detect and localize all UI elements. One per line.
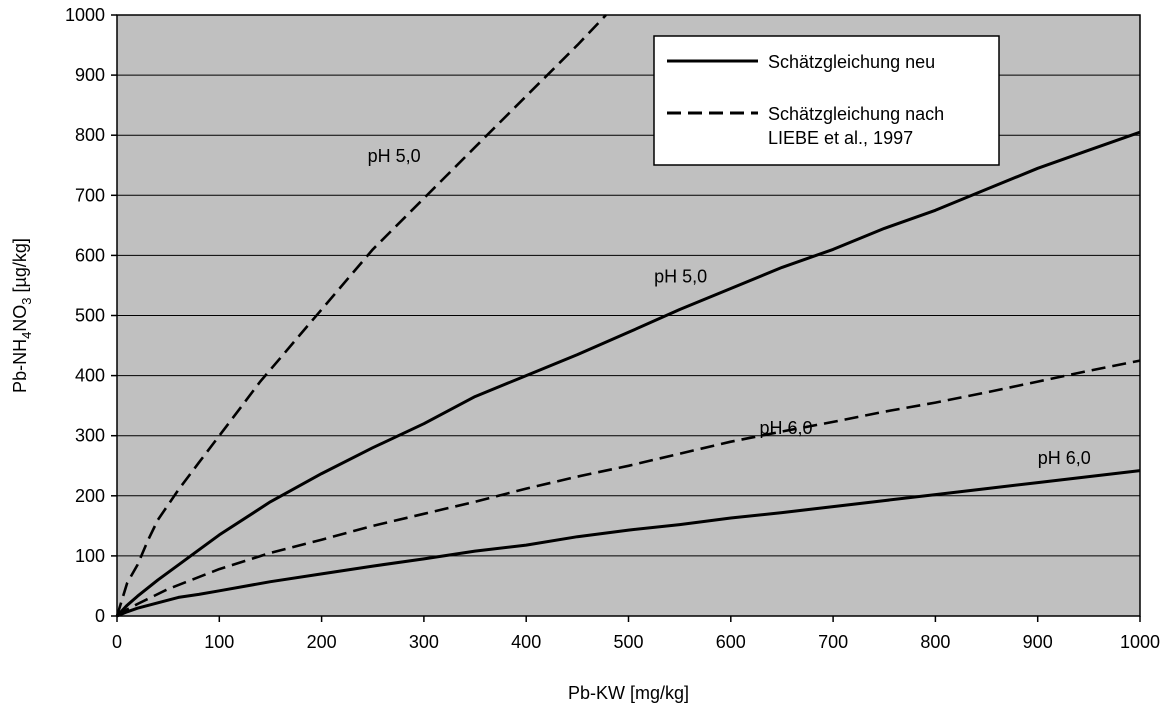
x-tick-label: 600	[716, 632, 746, 652]
legend-box	[653, 35, 1000, 166]
y-tick-label: 700	[75, 185, 105, 205]
x-tick-label: 100	[204, 632, 234, 652]
x-tick-label: 700	[818, 632, 848, 652]
legend-label: Schätzgleichung neu	[768, 52, 935, 72]
series-line-2-solid	[116, 469, 1141, 618]
x-axis-ticks: 0 100 200 300 400 500 600 700 800 900 1000	[112, 616, 1160, 652]
y-axis-title: Pb-NH4NO3 [µg/kg]	[10, 238, 34, 393]
y-tick-label: 500	[75, 306, 105, 326]
series-line-4-dashed	[116, 359, 1141, 618]
x-tick-label: 0	[112, 632, 122, 652]
y-tick-label: 900	[75, 65, 105, 85]
y-tick-label: 100	[75, 546, 105, 566]
y-axis-title-sub2: 3	[19, 297, 34, 304]
x-tick-label: 300	[409, 632, 439, 652]
x-axis-title: Pb-KW [mg/kg]	[568, 683, 689, 703]
y-tick-label: 1000	[65, 5, 105, 25]
y-axis-title-mid: NO	[10, 305, 30, 332]
x-tick-label: 1000	[1120, 632, 1160, 652]
series-layer	[115, 14, 1141, 618]
x-tick-label: 500	[613, 632, 643, 652]
y-axis-title-sub1: 4	[19, 332, 34, 339]
y-tick-label: 800	[75, 125, 105, 145]
annotation-label: pH 6,0	[759, 418, 812, 438]
x-tick-label: 900	[1023, 632, 1053, 652]
legend-label: Schätzgleichung nach	[768, 104, 944, 124]
legend: Schätzgleichung neu Schätzgleichung nach L…	[653, 35, 1000, 166]
legend-label: LIEBE et al., 1997	[768, 128, 913, 148]
x-tick-label: 400	[511, 632, 541, 652]
x-tick-label: 800	[920, 632, 950, 652]
annotations: pH 5,0 pH 5,0 pH 6,0 pH 6,0	[368, 146, 1091, 468]
y-tick-label: 300	[75, 426, 105, 446]
series-line-1-solid	[115, 130, 1141, 618]
y-tick-label: 400	[75, 366, 105, 386]
series-line-3-dashed	[115, 14, 607, 617]
y-axis-title-end: [µg/kg]	[10, 238, 30, 297]
y-tick-label: 600	[75, 245, 105, 265]
y-axis-ticks: 0 100 200 300 400 500 600 700 800 900 1000	[65, 5, 117, 626]
x-tick-label: 200	[307, 632, 337, 652]
y-tick-label: 200	[75, 486, 105, 506]
y-tick-label: 0	[95, 606, 105, 626]
annotation-label: pH 5,0	[654, 266, 707, 286]
annotation-label: pH 6,0	[1038, 448, 1091, 468]
annotation-label: pH 5,0	[368, 146, 421, 166]
y-axis-title-main: Pb-NH	[10, 339, 30, 393]
